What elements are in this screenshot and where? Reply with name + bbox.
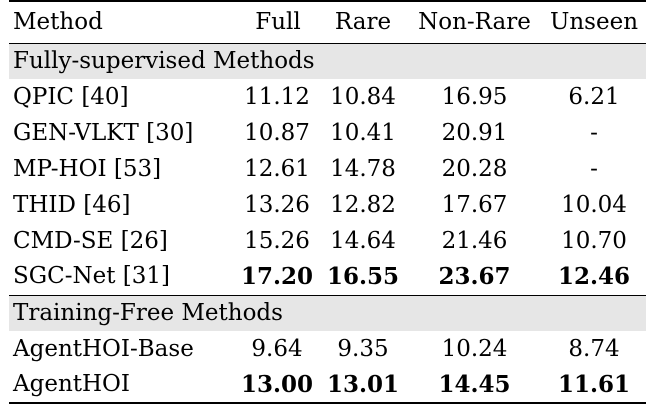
method-cell: GEN-VLKT [30]	[13, 119, 194, 146]
table-row: SGC-Net [31] 17.20 16.55 23.67 12.46	[9, 259, 646, 296]
rare-cell: 9.35	[337, 335, 389, 362]
rare-cell: 10.84	[330, 83, 396, 110]
table-row: CMD-SE [26] 15.26 14.64 21.46 10.70	[9, 223, 646, 259]
unseen-cell: -	[590, 119, 598, 146]
header-non-rare: Non-Rare	[407, 0, 542, 44]
method-cell: AgentHOI	[9, 367, 237, 404]
full-cell-best: 17.20	[237, 259, 319, 296]
section-title: Training-Free Methods	[9, 295, 646, 331]
non-rare-cell: 17.67	[441, 191, 508, 218]
table-row: MP-HOI [53] 12.61 14.78 20.28 -	[9, 151, 646, 187]
unseen-cell: 6.21	[568, 83, 620, 110]
table-row: QPIC [40] 11.12 10.84 16.95 6.21	[9, 79, 646, 115]
unseen-cell: 10.04	[561, 191, 627, 218]
non-rare-cell-best: 23.67	[407, 259, 542, 296]
table-row: AgentHOI 13.00 13.01 14.45 11.61	[9, 367, 646, 404]
header-rare: Rare	[319, 0, 407, 44]
non-rare-cell: 16.95	[441, 83, 508, 110]
full-cell: 12.61	[244, 155, 310, 182]
rare-cell: 10.41	[330, 119, 396, 146]
non-rare-cell: 10.24	[441, 335, 508, 362]
header-unseen: Unseen	[542, 0, 646, 44]
full-cell: 15.26	[244, 227, 310, 254]
method-cell: CMD-SE [26]	[13, 227, 168, 254]
rare-cell-best: 13.01	[319, 367, 407, 404]
full-cell: 13.26	[244, 191, 310, 218]
rare-cell: 14.78	[330, 155, 396, 182]
section-header-fully-supervised: Fully-supervised Methods	[9, 43, 646, 79]
header-method: Method	[9, 0, 237, 44]
method-cell: THID [46]	[13, 191, 131, 218]
table-row: AgentHOI-Base 9.64 9.35 10.24 8.74	[9, 331, 646, 367]
full-cell-best: 13.00	[237, 367, 319, 404]
section-header-training-free: Training-Free Methods	[9, 295, 646, 331]
full-cell: 11.12	[244, 83, 310, 110]
table-row: THID [46] 13.26 12.82 17.67 10.04	[9, 187, 646, 223]
unseen-cell-best: 11.61	[542, 367, 646, 404]
method-cell: AgentHOI-Base	[13, 335, 194, 362]
rare-cell: 14.64	[330, 227, 396, 254]
results-table: Method Full Rare Non-Rare Unseen Fully-s…	[9, 0, 646, 404]
method-cell: MP-HOI [53]	[13, 155, 162, 182]
unseen-cell-best: 12.46	[542, 259, 646, 296]
table-row: GEN-VLKT [30] 10.87 10.41 20.91 -	[9, 115, 646, 151]
non-rare-cell-best: 14.45	[407, 367, 542, 404]
full-cell: 10.87	[244, 119, 310, 146]
section-title: Fully-supervised Methods	[9, 43, 646, 79]
rare-cell: 12.82	[330, 191, 396, 218]
table-header-row: Method Full Rare Non-Rare Unseen	[9, 0, 646, 44]
unseen-cell: 8.74	[568, 335, 620, 362]
header-full: Full	[237, 0, 319, 44]
non-rare-cell: 20.28	[441, 155, 508, 182]
unseen-cell: -	[590, 155, 598, 182]
non-rare-cell: 21.46	[441, 227, 508, 254]
method-cell: SGC-Net [31]	[9, 259, 237, 296]
method-cell: QPIC [40]	[13, 83, 129, 110]
unseen-cell: 10.70	[561, 227, 627, 254]
full-cell: 9.64	[251, 335, 303, 362]
non-rare-cell: 20.91	[441, 119, 508, 146]
rare-cell-best: 16.55	[319, 259, 407, 296]
